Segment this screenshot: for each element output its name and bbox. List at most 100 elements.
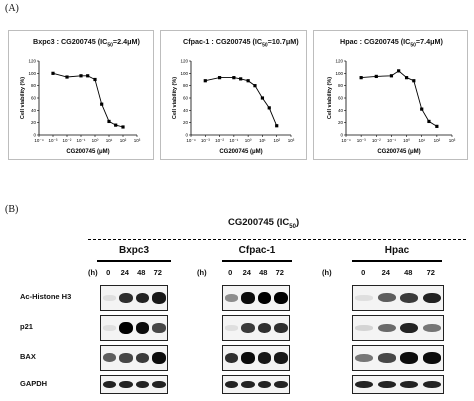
y-tick-label: 40 [31,108,37,113]
blot-strip [352,315,444,341]
blot-strip [352,375,444,394]
blot-strip [222,345,290,371]
y-tick-label: 0 [340,133,343,138]
timepoint-label: 48 [404,268,413,277]
blot-band [224,325,238,331]
data-point [374,74,378,79]
blot-strip [100,285,168,311]
x-tick-label: 10¹ [418,138,425,143]
blot-band [135,292,149,304]
y-tick-label: 0 [33,133,36,138]
blot-band [274,322,288,334]
x-tick-label: 10⁻² [372,138,381,143]
timepoint-label: 24 [242,268,251,277]
x-tick-label: 10⁻⁴ [186,138,195,143]
blot-band [241,322,255,334]
x-axis-label: CG200745 (μM) [377,149,420,155]
y-tick-label: 20 [31,120,37,125]
y-tick-label: 100 [335,71,343,76]
blot-band [152,380,166,389]
data-point [412,79,416,83]
blot-band [274,352,288,364]
data-point [100,102,104,106]
x-tick-label: 10⁰ [245,138,252,143]
cell-line-label: Bxpc3 [118,245,149,256]
y-tick-label: 40 [183,108,189,113]
blot-band [422,292,441,304]
x-tick-label: 10⁻¹ [77,138,86,143]
x-tick-label: 10⁻⁴ [341,138,350,143]
blot-band [377,353,396,363]
fit-curve [205,77,278,126]
x-axis-label: CG200745 (μM) [66,149,109,155]
protein-label: GAPDH [20,378,48,388]
blot-band [377,380,396,389]
blot-band [400,292,419,304]
blot-strip [222,285,290,311]
chart-plot: 0 20 40 60 80 100 120 10⁻⁴ 10⁻³ 10⁻² 10⁻¹ 10⁰ 10¹ 10²… [172,59,295,156]
y-tick-label: 100 [180,71,188,76]
blot-band [274,292,288,304]
blot-band [224,380,238,389]
data-point [107,119,111,124]
blot-band [422,323,441,333]
hours-label: (h) [197,268,207,277]
timepoint-label: 48 [259,268,268,277]
blot-band [119,353,133,363]
hours-label: (h) [322,268,332,277]
data-point [51,71,55,75]
blot-band [257,380,271,389]
data-point [239,77,243,81]
hours-label: (h) [88,268,98,277]
y-tick-label: 60 [338,96,344,101]
blot-strip [222,375,290,394]
blot-band [257,352,271,364]
blot-band [274,380,288,389]
y-tick-label: 80 [338,83,344,88]
data-point [253,84,257,88]
chart-title: Cfpac-1 : CG200745 (IC50=10.7μM) [183,37,299,49]
data-point [93,77,97,82]
y-axis-label: Cell viability (%) [20,77,26,119]
blot-band [422,380,441,389]
data-point [217,76,222,80]
data-point [359,76,363,80]
timepoint-label: 0 [361,268,366,277]
blot-band [224,352,238,364]
blot-band [119,380,133,389]
blot-band [135,380,149,389]
y-tick-label: 60 [183,96,189,101]
y-tick-label: 80 [31,83,37,88]
data-point [389,74,394,78]
y-tick-label: 100 [28,71,36,76]
y-tick-label: 80 [183,83,189,88]
blot-band [119,292,133,304]
blot-band [355,353,374,363]
x-tick-label: 10⁻² [215,138,224,143]
blot-strip [100,375,168,394]
fit-curve [52,72,124,128]
blot-band [400,352,419,364]
chart-title: Hpac : CG200745 (IC50=7.4μM) [340,37,443,49]
y-tick-label: 120 [180,59,188,64]
blot-strip [100,345,168,371]
blot-band [152,292,166,304]
protein-label: Ac-Histone H3 [20,292,72,301]
data-point [404,76,409,80]
blot-band [355,380,374,389]
timepoint-label: 0 [228,268,233,277]
data-point [114,123,118,127]
y-axis-label: Cell viability (%) [327,77,333,119]
data-point [203,79,207,83]
x-tick-label: 10³ [449,138,456,143]
blot-band [355,325,374,331]
cell-line-underline [97,260,171,262]
x-tick-label: 10² [120,138,127,143]
data-point [65,75,69,79]
timepoint-label: 24 [120,268,129,277]
blot-strip [100,315,168,341]
chart-title: Bxpc3 : CG200745 (IC50=2.4μM) [33,37,140,49]
header-divider [88,239,466,240]
blot-band [377,323,396,333]
x-tick-label: 10³ [288,138,295,143]
